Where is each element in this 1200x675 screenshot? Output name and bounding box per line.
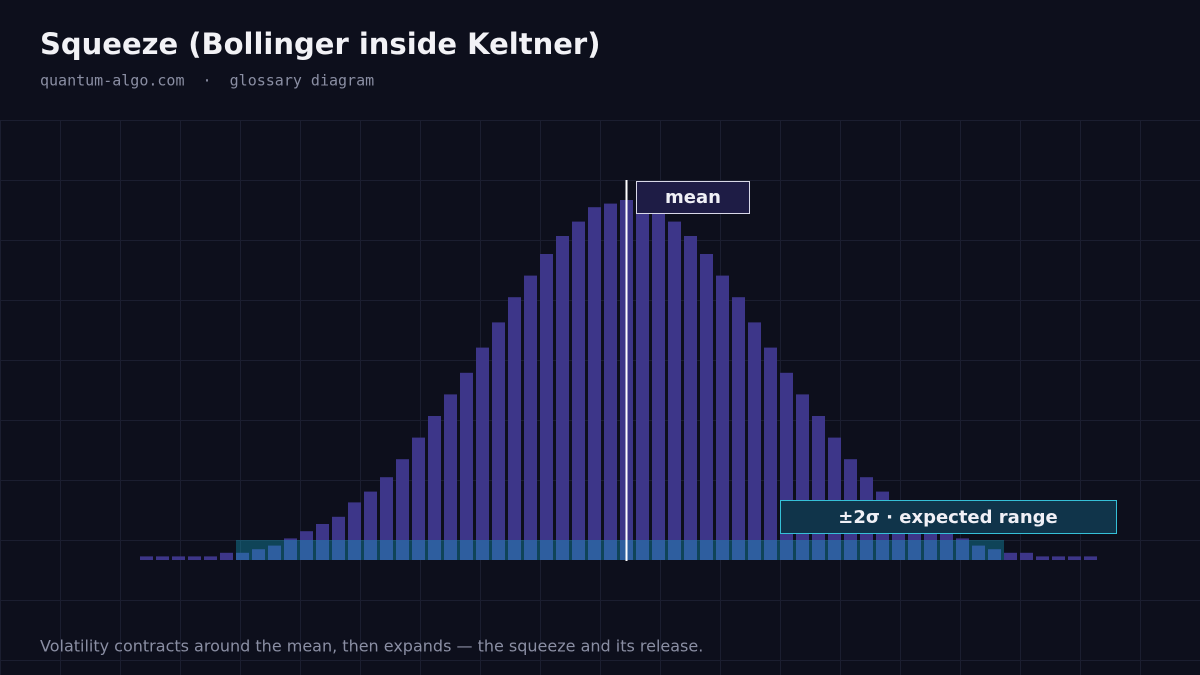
bar <box>796 394 809 560</box>
bar <box>220 552 233 560</box>
bar <box>700 254 713 560</box>
bar <box>1052 556 1065 560</box>
bar <box>748 322 761 560</box>
bar <box>476 347 489 560</box>
bar <box>300 531 313 560</box>
bar <box>636 203 649 560</box>
bar <box>156 556 169 560</box>
expected-range-band <box>236 540 1004 560</box>
bar <box>364 491 377 560</box>
bar <box>1068 556 1081 560</box>
bar <box>588 207 601 560</box>
bar <box>604 203 617 560</box>
bar <box>492 322 505 560</box>
bar <box>396 459 409 560</box>
bar <box>428 416 441 560</box>
bar <box>732 297 745 560</box>
bar <box>380 477 393 560</box>
chart-subtitle: quantum-algo.com · glossary diagram <box>40 72 374 90</box>
bar <box>540 254 553 560</box>
bar <box>204 556 217 560</box>
bar <box>988 549 1001 560</box>
bar <box>668 221 681 560</box>
bar <box>1084 556 1097 560</box>
band-label-box <box>780 500 1117 534</box>
mean-label-box <box>636 181 750 214</box>
bar <box>284 538 297 560</box>
band-label: ±2σ · expected range <box>838 507 1057 528</box>
bar <box>940 531 953 560</box>
bars <box>140 200 1097 560</box>
bar <box>140 556 153 560</box>
bar <box>1036 556 1049 560</box>
bar <box>652 207 665 560</box>
bar <box>556 236 569 560</box>
bar <box>716 275 729 560</box>
caption: Volatility contracts around the mean, th… <box>40 637 703 656</box>
bar <box>764 347 777 560</box>
bar <box>252 549 265 560</box>
bar <box>460 372 473 560</box>
bar <box>332 516 345 560</box>
bar <box>1020 552 1033 560</box>
bar <box>524 275 537 560</box>
chart-title: Squeeze (Bollinger inside Keltner) <box>40 27 600 61</box>
bar <box>1004 552 1017 560</box>
bar <box>188 556 201 560</box>
bar <box>812 416 825 560</box>
bar <box>956 538 969 560</box>
bar <box>316 524 329 560</box>
bar <box>412 437 425 560</box>
mean-label: mean <box>665 187 721 208</box>
bar <box>236 552 249 560</box>
bar <box>172 556 185 560</box>
bar <box>444 394 457 560</box>
bar <box>972 545 985 560</box>
bar <box>348 502 361 560</box>
bar <box>684 236 697 560</box>
bar <box>268 545 281 560</box>
bar <box>572 221 585 560</box>
bar <box>508 297 521 560</box>
